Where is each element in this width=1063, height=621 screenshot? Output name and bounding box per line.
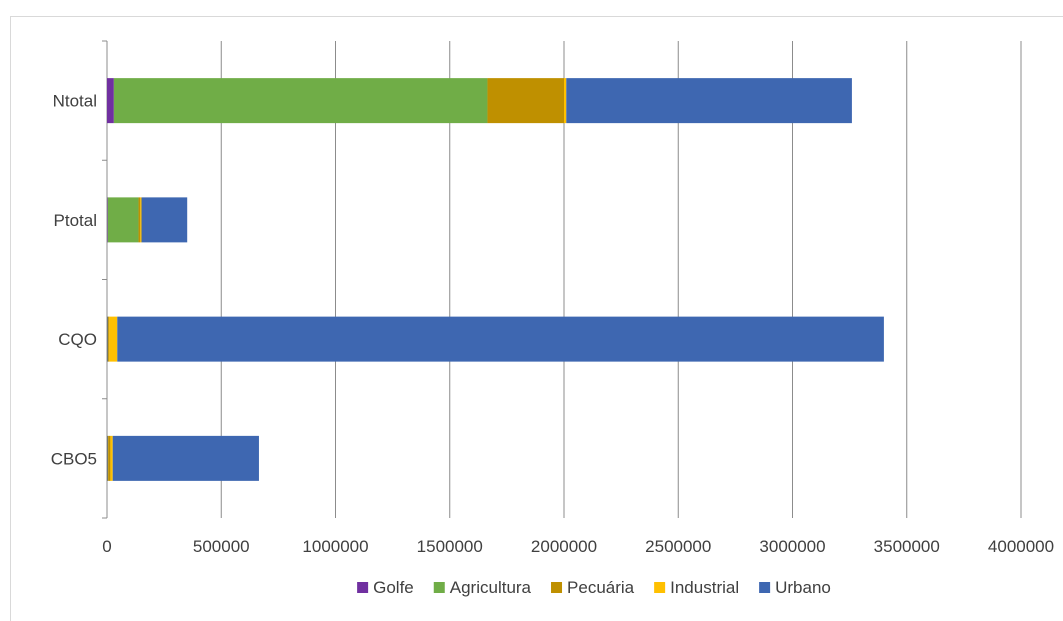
legend-item: Urbano	[759, 578, 831, 597]
legend-label: Industrial	[670, 578, 739, 597]
x-tick-label: 2000000	[531, 537, 597, 556]
legend-label: Agricultura	[450, 578, 532, 597]
bar-segment	[108, 435, 111, 481]
legend-item: Pecuária	[551, 578, 635, 597]
legend-swatch	[759, 582, 771, 593]
bars	[107, 78, 884, 481]
bar-segment	[108, 316, 110, 362]
bar-segment	[564, 78, 567, 124]
bar-segment	[107, 197, 139, 243]
legend-label: Golfe	[373, 578, 414, 597]
x-tick-label: 2500000	[645, 537, 711, 556]
bar-segment	[138, 197, 141, 243]
legend-swatch	[654, 582, 666, 593]
category-label: Ptotal	[54, 211, 97, 230]
category-label: CQO	[58, 330, 97, 349]
bar-segment	[112, 435, 259, 481]
category-label: Ntotal	[53, 92, 97, 111]
x-tick-label: 1000000	[302, 537, 368, 556]
x-tick-label: 3500000	[874, 537, 940, 556]
legend-swatch	[357, 582, 369, 593]
category-label: CBO5	[51, 449, 97, 468]
bar-segment	[107, 316, 109, 362]
bar-segment	[110, 435, 113, 481]
bar-segment	[109, 316, 118, 362]
legend-item: Industrial	[654, 578, 739, 597]
legend-swatch	[551, 582, 563, 593]
legend-label: Urbano	[775, 578, 831, 597]
bar-segment	[140, 197, 142, 243]
bar-segment	[487, 78, 564, 124]
legend-item: Agricultura	[433, 578, 532, 597]
gridlines	[220, 41, 1022, 518]
legend-swatch	[433, 582, 445, 593]
legend-label: Pecuária	[567, 578, 635, 597]
chart-frame	[10, 16, 1063, 621]
y-axis	[102, 40, 108, 519]
x-tick-label: 500000	[193, 537, 250, 556]
bar-segment	[107, 435, 109, 481]
x-tick-label: 0	[102, 537, 111, 556]
category-labels: Ntotal Ptotal CQO CBO5	[51, 92, 97, 469]
legend-item: Golfe	[357, 578, 414, 597]
bar-segment	[113, 78, 488, 124]
x-tick-label: 4000000	[988, 537, 1054, 556]
bar-segment	[141, 197, 188, 243]
x-tick-label: 1500000	[417, 537, 483, 556]
x-tick-label: 3000000	[759, 537, 825, 556]
bar-segment	[107, 197, 108, 243]
bar-segment	[117, 316, 884, 362]
legend: Golfe Agricultura Pecuária Industrial Urbano	[357, 578, 831, 597]
bar-segment	[566, 78, 852, 124]
bar-segment	[107, 78, 114, 124]
x-tick-labels: 0 500000 1000000 1500000 2000000 2500000 30000…	[102, 537, 1054, 556]
